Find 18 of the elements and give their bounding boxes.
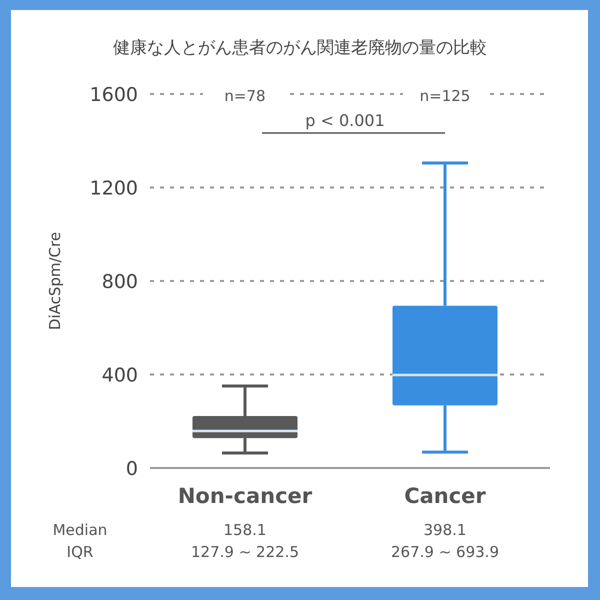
y-tick-label: 400 <box>102 364 138 386</box>
x-tick-label: Cancer <box>404 484 486 508</box>
y-tick-label: 0 <box>126 458 138 480</box>
text: 398.1 <box>424 521 466 539</box>
text: 158.1 <box>224 521 266 539</box>
chart-title: 健康な人とがん患者のがん関連老廃物の量の比較 <box>113 38 487 58</box>
text: IQR <box>66 543 94 561</box>
text: 127.9 ~ 222.5 <box>191 543 299 561</box>
text: Median <box>52 521 108 539</box>
y-tick-label: 1600 <box>90 84 138 106</box>
y-axis-title: DiAcSpm/Cre <box>46 232 64 330</box>
y-tick-label: 800 <box>102 271 138 293</box>
text: 267.9 ~ 693.9 <box>391 543 499 561</box>
annotation: n=125 <box>420 87 470 105</box>
y-tick-label: 1200 <box>90 178 138 200</box>
annotation: n=78 <box>224 87 266 105</box>
annotation: p < 0.001 <box>305 111 385 130</box>
x-tick-label: Non-cancer <box>178 484 313 508</box>
